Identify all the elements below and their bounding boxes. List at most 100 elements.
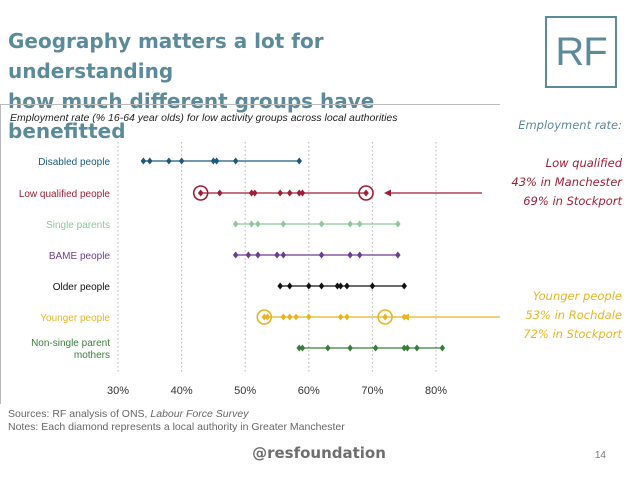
data-point-diamond (248, 220, 255, 228)
highlight-circle (256, 309, 273, 325)
data-point-diamond (344, 313, 350, 321)
sources-note: Sources: RF analysis of ONS, Labour Forc… (8, 408, 248, 420)
data-point-diamond (296, 189, 303, 197)
data-point-diamond (277, 282, 283, 290)
data-point-diamond (401, 344, 407, 352)
x-tick-label: 60% (298, 385, 320, 397)
data-point-diamond (296, 344, 303, 352)
data-point-diamond (347, 251, 353, 259)
data-point-diamond (363, 189, 369, 197)
data-point-diamond (299, 344, 306, 352)
data-point-diamond (306, 282, 312, 290)
category-label: mothers (74, 350, 110, 361)
callout-low-qualified-title: Low qualified (545, 156, 622, 170)
data-point-diamond (232, 251, 239, 259)
data-point-diamond (286, 313, 293, 321)
data-point-diamond (318, 282, 325, 290)
data-point-diamond (401, 282, 407, 290)
category-label: Disabled people (38, 157, 110, 168)
data-point-diamond (334, 282, 341, 290)
category-label: Older people (53, 282, 111, 293)
data-point-diamond (213, 157, 220, 165)
data-point-diamond (347, 344, 353, 352)
highlight-circle (358, 185, 374, 201)
x-tick-label: 50% (234, 385, 256, 397)
notes-text: Notes: Each diamond represents a local a… (8, 421, 345, 433)
callout-low-qualified-manchester: 43% in Manchester (511, 175, 622, 189)
data-point-diamond (245, 251, 252, 259)
callout-younger-people-rochdale: 53% in Rochdale (525, 308, 622, 322)
data-point-diamond (261, 313, 268, 321)
data-point-diamond (277, 189, 283, 197)
rf-logo: RF (545, 16, 617, 88)
data-point-diamond (382, 313, 388, 321)
grid-lines (117, 142, 437, 374)
callout-arrows (384, 189, 500, 321)
data-point-diamond (140, 157, 147, 165)
data-point-diamond (178, 157, 185, 165)
sources-survey-name: Labour Force Survey (150, 408, 249, 420)
page-number: 14 (594, 450, 606, 461)
chart-frame (0, 104, 500, 404)
data-point-diamond (306, 313, 312, 321)
data-point-diamond (286, 282, 293, 290)
category-label: Single parents (46, 220, 110, 231)
data-point-diamond (347, 220, 353, 228)
data-point-diamond (197, 189, 204, 197)
sources-prefix: Sources: RF analysis of ONS, (8, 408, 151, 420)
data-point-diamond (166, 157, 172, 165)
data-point-diamond (274, 251, 280, 259)
data-point-diamond (414, 344, 420, 352)
highlight-circle (192, 185, 209, 201)
highlight-circle (377, 309, 393, 325)
x-tick-label: 80% (425, 385, 447, 397)
data-point-diamond (210, 157, 217, 165)
data-point-diamond (369, 282, 376, 290)
x-tick-label: 70% (361, 385, 383, 397)
data-point-diamond (372, 344, 379, 352)
data-point-diamond (344, 282, 350, 290)
data-point-diamond (325, 344, 331, 352)
data-point-diamond (255, 220, 261, 228)
data-point-diamond (395, 251, 401, 259)
slide-title: Geography matters a lot for understandin… (8, 26, 488, 146)
callout-arrow-low-qualified-head (384, 189, 391, 197)
callout-arrow-younger-people-head (402, 313, 409, 321)
category-label: Younger people (40, 313, 110, 324)
category-label: Non-single parent (31, 338, 110, 349)
data-point-diamond (286, 189, 293, 197)
data-point-diamond (280, 313, 287, 321)
data-point-diamond (356, 220, 363, 228)
chart-title: Employment rate (% 16-64 year olds) for … (10, 112, 398, 124)
data-point-diamond (248, 189, 255, 197)
x-axis-ticks: 30% 40% 50% 60% 70% 80% (107, 385, 447, 397)
slide-title-line-1: Geography matters a lot for understandin… (8, 29, 324, 83)
category-labels: Disabled people Low qualified people Singl… (19, 157, 111, 361)
data-point-diamond (439, 344, 446, 352)
data-point-diamond (255, 251, 261, 259)
callout-younger-people-stockport: 72% in Stockport (523, 327, 622, 341)
data-point-diamond (147, 157, 153, 165)
data-point-diamond (395, 220, 401, 228)
category-label: Low qualified people (19, 189, 111, 200)
series-marks (140, 157, 446, 352)
data-point-diamond (299, 189, 306, 197)
category-label: BAME people (49, 251, 111, 262)
callout-low-qualified-stockport: 69% in Stockport (523, 194, 622, 208)
data-point-diamond (251, 189, 258, 197)
data-point-diamond (404, 344, 411, 352)
x-tick-label: 40% (171, 385, 193, 397)
slide-title-line-2: how much different groups have benefitte… (8, 89, 375, 143)
data-point-diamond (216, 189, 223, 197)
callout-heading: Employment rate: (518, 118, 622, 132)
data-point-diamond (280, 251, 287, 259)
data-point-diamond (280, 220, 287, 228)
data-point-diamond (337, 282, 344, 290)
data-point-diamond (318, 251, 325, 259)
data-point-diamond (337, 313, 344, 321)
data-point-diamond (232, 220, 239, 228)
data-point-diamond (264, 313, 271, 321)
data-point-diamond (293, 313, 299, 321)
callout-low-qualified: Low qualified 43% in Manchester 69% in S… (470, 154, 622, 211)
